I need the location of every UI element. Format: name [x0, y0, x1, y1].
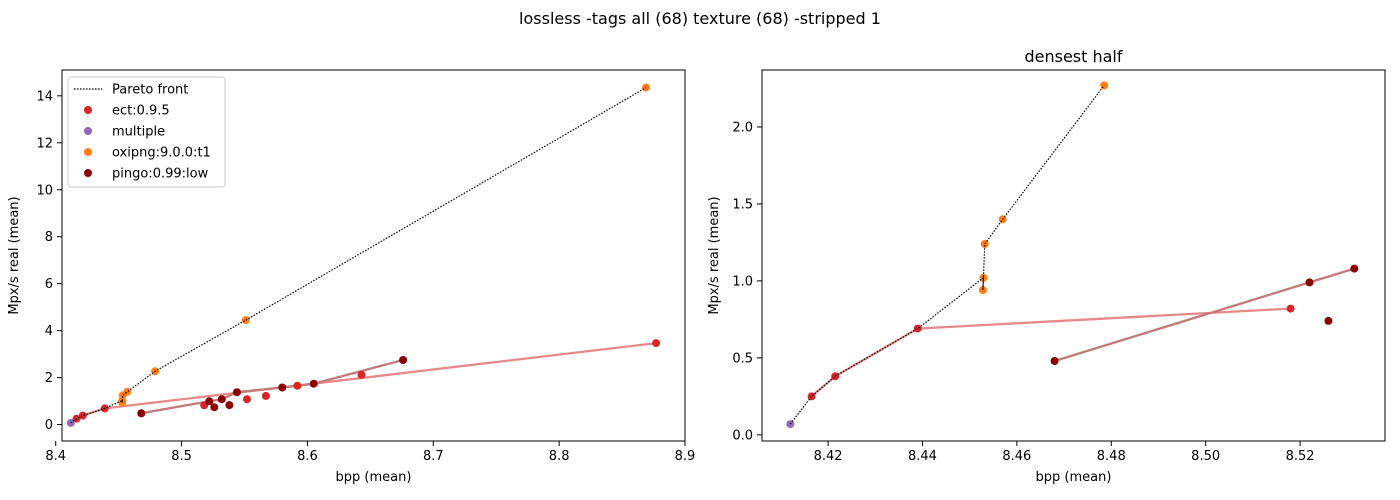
- pareto-front-line: [70, 87, 647, 424]
- x-tick-label: 8.42: [814, 449, 843, 464]
- x-axis-label: bpp (mean): [336, 470, 412, 485]
- data-point: [78, 411, 87, 420]
- data-point: [293, 381, 302, 390]
- left-panel: 8.4 8.5 8.6 8.7 8.8 8.9 0 2 4 6 8 10 12 14 bpp (mean) M…: [7, 69, 696, 485]
- data-point: [978, 286, 987, 295]
- data-point: [205, 397, 214, 406]
- legend-entry-label: ect:0.9.5: [112, 104, 170, 119]
- x-tick-label: 8.6: [297, 449, 318, 464]
- data-point: [278, 383, 287, 392]
- data-point: [123, 387, 132, 396]
- x-tick-label: 8.9: [675, 449, 696, 464]
- y-tick-label: 2.0: [732, 120, 753, 135]
- data-point: [137, 409, 146, 418]
- y-tick-label: 4: [45, 324, 53, 339]
- legend-marker: [84, 169, 92, 177]
- x-tick-label: 8.4: [45, 449, 66, 464]
- legend-marker: [84, 148, 92, 156]
- x-axis-label: bpp (mean): [1036, 470, 1112, 485]
- data-point: [980, 240, 989, 248]
- legend-box: [67, 76, 226, 188]
- legend-pareto-label: Pareto front: [112, 83, 188, 98]
- axes-frame: [61, 69, 686, 442]
- x-tick-label: 8.46: [1002, 449, 1031, 464]
- y-tick-label: 10: [36, 183, 53, 198]
- x-tick-label: 8.7: [423, 449, 444, 464]
- y-tick-label: 14: [36, 89, 53, 104]
- x-tick-label: 8.52: [1286, 449, 1315, 464]
- axes-frame: [761, 69, 1386, 442]
- data-point: [1286, 304, 1295, 313]
- legend-entry-label: oxipng:9.0.0:t1: [112, 146, 211, 161]
- data-point: [243, 395, 251, 404]
- data-point: [210, 403, 219, 412]
- y-tick-label: 1.5: [732, 197, 753, 212]
- x-tick-label: 8.48: [1097, 449, 1126, 464]
- y-tick-label: 0: [45, 418, 53, 433]
- data-point: [1324, 316, 1333, 325]
- data-point: [399, 356, 408, 364]
- data-point: [831, 372, 840, 381]
- y-tick-label: 8: [45, 230, 53, 245]
- data-point: [1050, 357, 1059, 365]
- data-point: [309, 379, 318, 388]
- data-point: [1350, 264, 1359, 273]
- legend-entry-label: pingo:0.99:low: [112, 167, 209, 182]
- series-line: [75, 341, 657, 420]
- pareto-front-line: [789, 85, 1105, 425]
- data-point: [232, 388, 241, 397]
- x-tick-label: 8.50: [1191, 449, 1220, 464]
- x-tick-label: 8.5: [171, 449, 192, 464]
- series-line: [810, 307, 1291, 398]
- x-tick-label: 8.8: [549, 449, 570, 464]
- data-point: [217, 395, 226, 404]
- data-point: [261, 391, 270, 400]
- y-axis-label: Mpx/s real (mean): [707, 196, 722, 314]
- figure-suptitle: lossless -tags all (68) texture (68) -st…: [519, 9, 881, 28]
- data-point: [913, 324, 922, 333]
- y-tick-label: 0.5: [732, 351, 753, 366]
- legend-marker: [84, 106, 92, 114]
- data-point: [652, 339, 661, 348]
- legend-marker: [84, 127, 92, 135]
- data-point: [241, 316, 250, 325]
- data-point: [1305, 278, 1314, 287]
- y-tick-label: 2: [45, 371, 53, 386]
- y-tick-label: 6: [45, 277, 53, 292]
- x-tick-label: 8.44: [908, 449, 937, 464]
- data-point: [357, 370, 366, 379]
- series-line: [141, 358, 404, 415]
- panel-title: densest half: [1024, 47, 1122, 66]
- legend-entry-label: multiple: [112, 125, 165, 140]
- y-tick-label: 12: [36, 136, 53, 151]
- data-point: [225, 401, 234, 410]
- right-panel: 8.42 8.44 8.46 8.48 8.50 8.52 0.0 0.5 1.0 1.5 2.0 b…: [707, 47, 1386, 485]
- y-axis-label: Mpx/s real (mean): [7, 196, 22, 314]
- data-point: [807, 392, 816, 401]
- y-tick-label: 1.0: [732, 274, 753, 289]
- y-tick-label: 0.0: [732, 428, 753, 443]
